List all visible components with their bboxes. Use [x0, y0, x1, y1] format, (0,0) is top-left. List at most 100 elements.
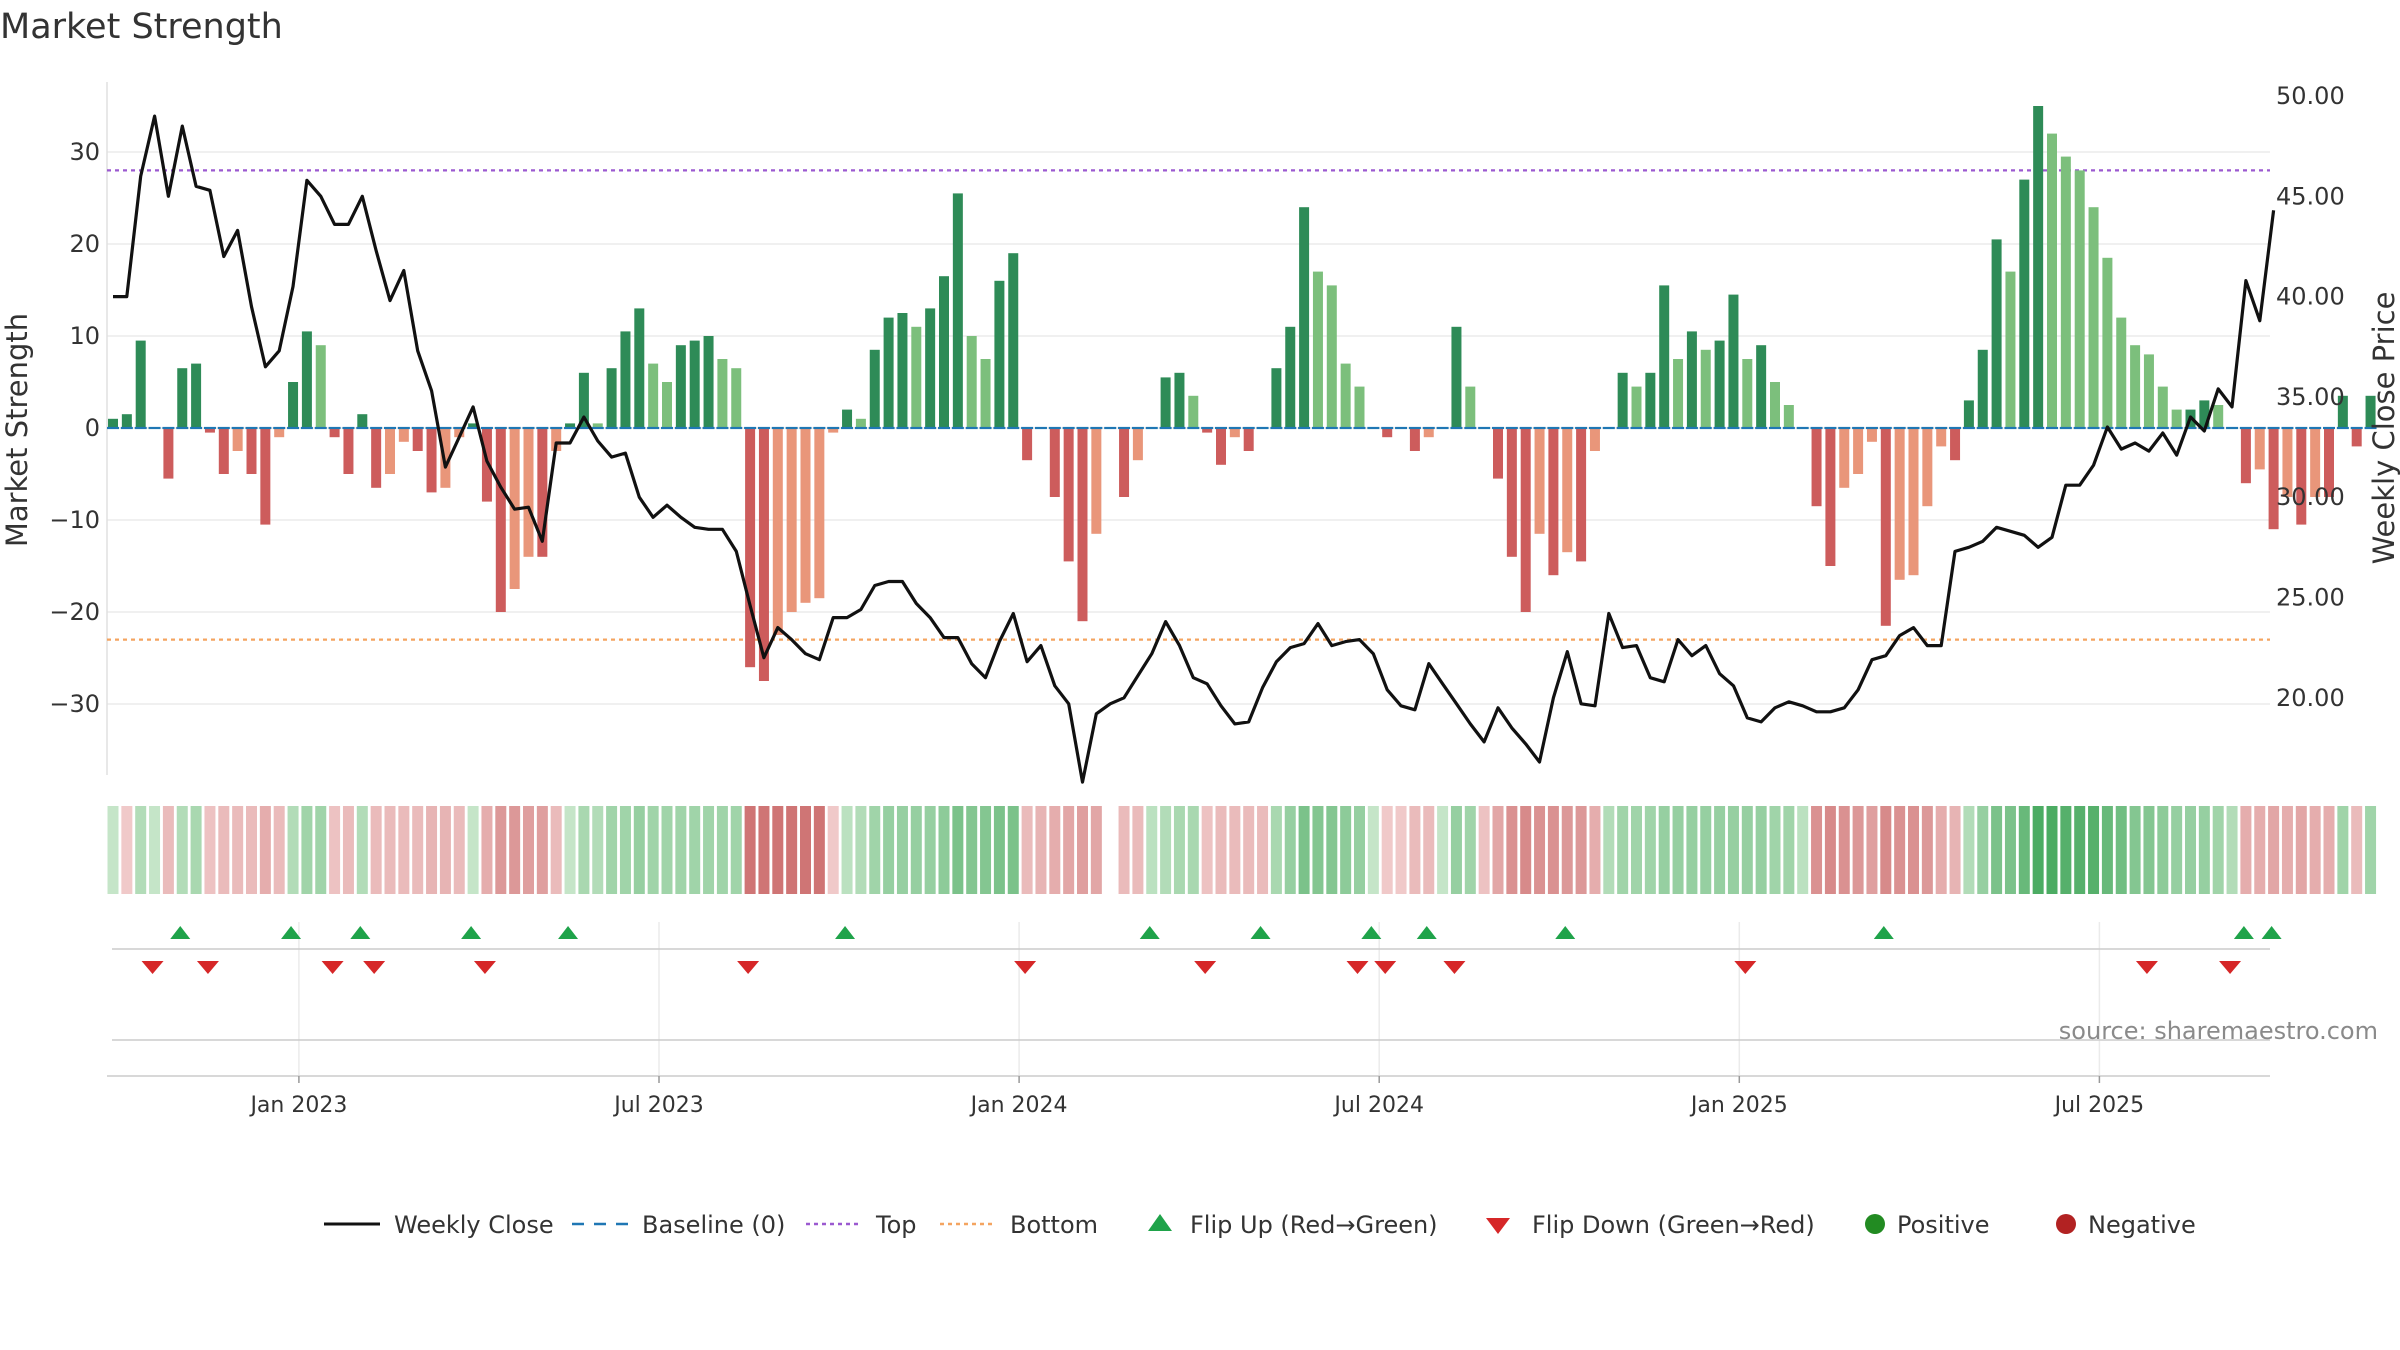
regime-cell: [426, 806, 438, 894]
regime-cell: [1644, 806, 1656, 894]
strength-bar: [163, 428, 174, 479]
regime-cell: [1547, 806, 1559, 894]
strength-bar: [121, 414, 132, 428]
regime-cell: [841, 806, 853, 894]
legend-item-positive: Positive: [1865, 1211, 1990, 1239]
strength-bar: [398, 428, 409, 442]
strength-bar: [1783, 405, 1794, 428]
strength-bar: [1894, 428, 1905, 580]
strength-bars: [108, 106, 2376, 681]
regime-cell: [1354, 806, 1365, 894]
strength-bar: [274, 428, 285, 438]
regime-cell: [2323, 806, 2335, 894]
flip-up-marker: [1555, 926, 1576, 939]
regime-cell: [966, 806, 978, 894]
strength-bar: [1645, 372, 1656, 428]
strength-bar: [218, 428, 229, 474]
strength-bar: [869, 349, 880, 428]
regime-cell: [301, 806, 313, 894]
strength-bar: [1866, 428, 1877, 442]
regime-cell: [1437, 806, 1449, 894]
regime-cell: [398, 806, 410, 894]
regime-cell: [855, 806, 867, 894]
strength-bar: [1548, 428, 1559, 576]
regime-cell: [329, 806, 341, 894]
regime-cell: [1658, 806, 1670, 894]
regime-cell: [370, 806, 382, 894]
regime-cell: [384, 806, 396, 894]
strength-bar: [1451, 326, 1462, 428]
regime-cell: [1284, 806, 1296, 894]
strength-bar: [1631, 386, 1642, 428]
legend-label: Baseline (0): [642, 1211, 785, 1239]
flip-down-marker: [1346, 961, 1369, 974]
strength-bar: [1936, 428, 1947, 447]
strength-bar: [385, 428, 395, 474]
strength-bar: [329, 428, 340, 438]
regime-cell: [1381, 806, 1393, 894]
regime-cell: [439, 806, 451, 894]
regime-cell: [993, 806, 1005, 894]
flip-down-marker: [1374, 961, 1397, 974]
flip-down-marker: [1014, 961, 1037, 974]
regime-cell: [896, 806, 908, 894]
regime-cell: [523, 806, 534, 894]
regime-cell: [1838, 806, 1850, 894]
flip-up-marker: [1361, 926, 1382, 939]
legend-label: Negative: [2088, 1211, 2196, 1239]
regime-cell: [869, 806, 881, 894]
regime-cell: [204, 806, 216, 894]
strength-bar: [1091, 428, 1102, 534]
strength-bar: [1299, 207, 1310, 428]
strength-bar: [1950, 428, 1961, 461]
strength-bar: [1202, 428, 1213, 433]
regime-cell: [176, 806, 188, 894]
strength-bar: [897, 313, 908, 428]
strength-bar: [2005, 271, 2016, 428]
regime-cell: [1506, 806, 1518, 894]
strength-bar: [1188, 395, 1199, 428]
legend-item-negative: Negative: [2056, 1211, 2196, 1239]
strength-bar: [108, 418, 118, 428]
regime-cell: [1229, 806, 1241, 894]
strength-bar: [454, 428, 465, 438]
strength-bar: [2102, 257, 2113, 428]
regime-cell: [744, 806, 756, 894]
regime-cell: [1423, 806, 1435, 894]
regime-cell: [1797, 806, 1809, 894]
strength-bar: [481, 428, 492, 502]
right-tick-label: 40.00: [2276, 283, 2345, 311]
strength-bar: [1562, 428, 1573, 553]
regime-cell: [758, 806, 770, 894]
regime-cell: [1492, 806, 1504, 894]
regime-cell: [1880, 806, 1892, 894]
flip-up-marker: [835, 926, 856, 939]
regime-cell: [2101, 806, 2113, 894]
regime-cell: [1270, 806, 1282, 894]
flip-up-marker: [350, 926, 371, 939]
strength-bar: [371, 428, 382, 488]
strength-bar: [1686, 331, 1697, 428]
regime-cell: [1866, 806, 1878, 894]
legend-label: Positive: [1897, 1211, 1990, 1239]
strength-bar: [2019, 179, 2030, 428]
left-tick-label: 0: [85, 414, 100, 442]
strength-bar: [911, 326, 922, 428]
regime-cell: [2185, 806, 2196, 894]
regime-cell: [1464, 806, 1476, 894]
strength-bar: [855, 418, 866, 428]
regime-cell: [1755, 806, 1767, 894]
strength-bar: [842, 409, 853, 428]
regime-cell: [910, 806, 922, 894]
regime-cell: [2337, 806, 2349, 894]
strength-bar: [1382, 428, 1393, 438]
strength-bar: [1922, 428, 1933, 507]
strength-bar: [1673, 359, 1684, 428]
strength-bar: [260, 428, 271, 525]
strength-bar: [1340, 363, 1351, 428]
strength-bar: [523, 428, 534, 557]
regime-cell: [2240, 806, 2252, 894]
strength-bar: [772, 428, 783, 635]
strength-bar: [426, 428, 437, 493]
strength-bar: [2171, 409, 2182, 428]
